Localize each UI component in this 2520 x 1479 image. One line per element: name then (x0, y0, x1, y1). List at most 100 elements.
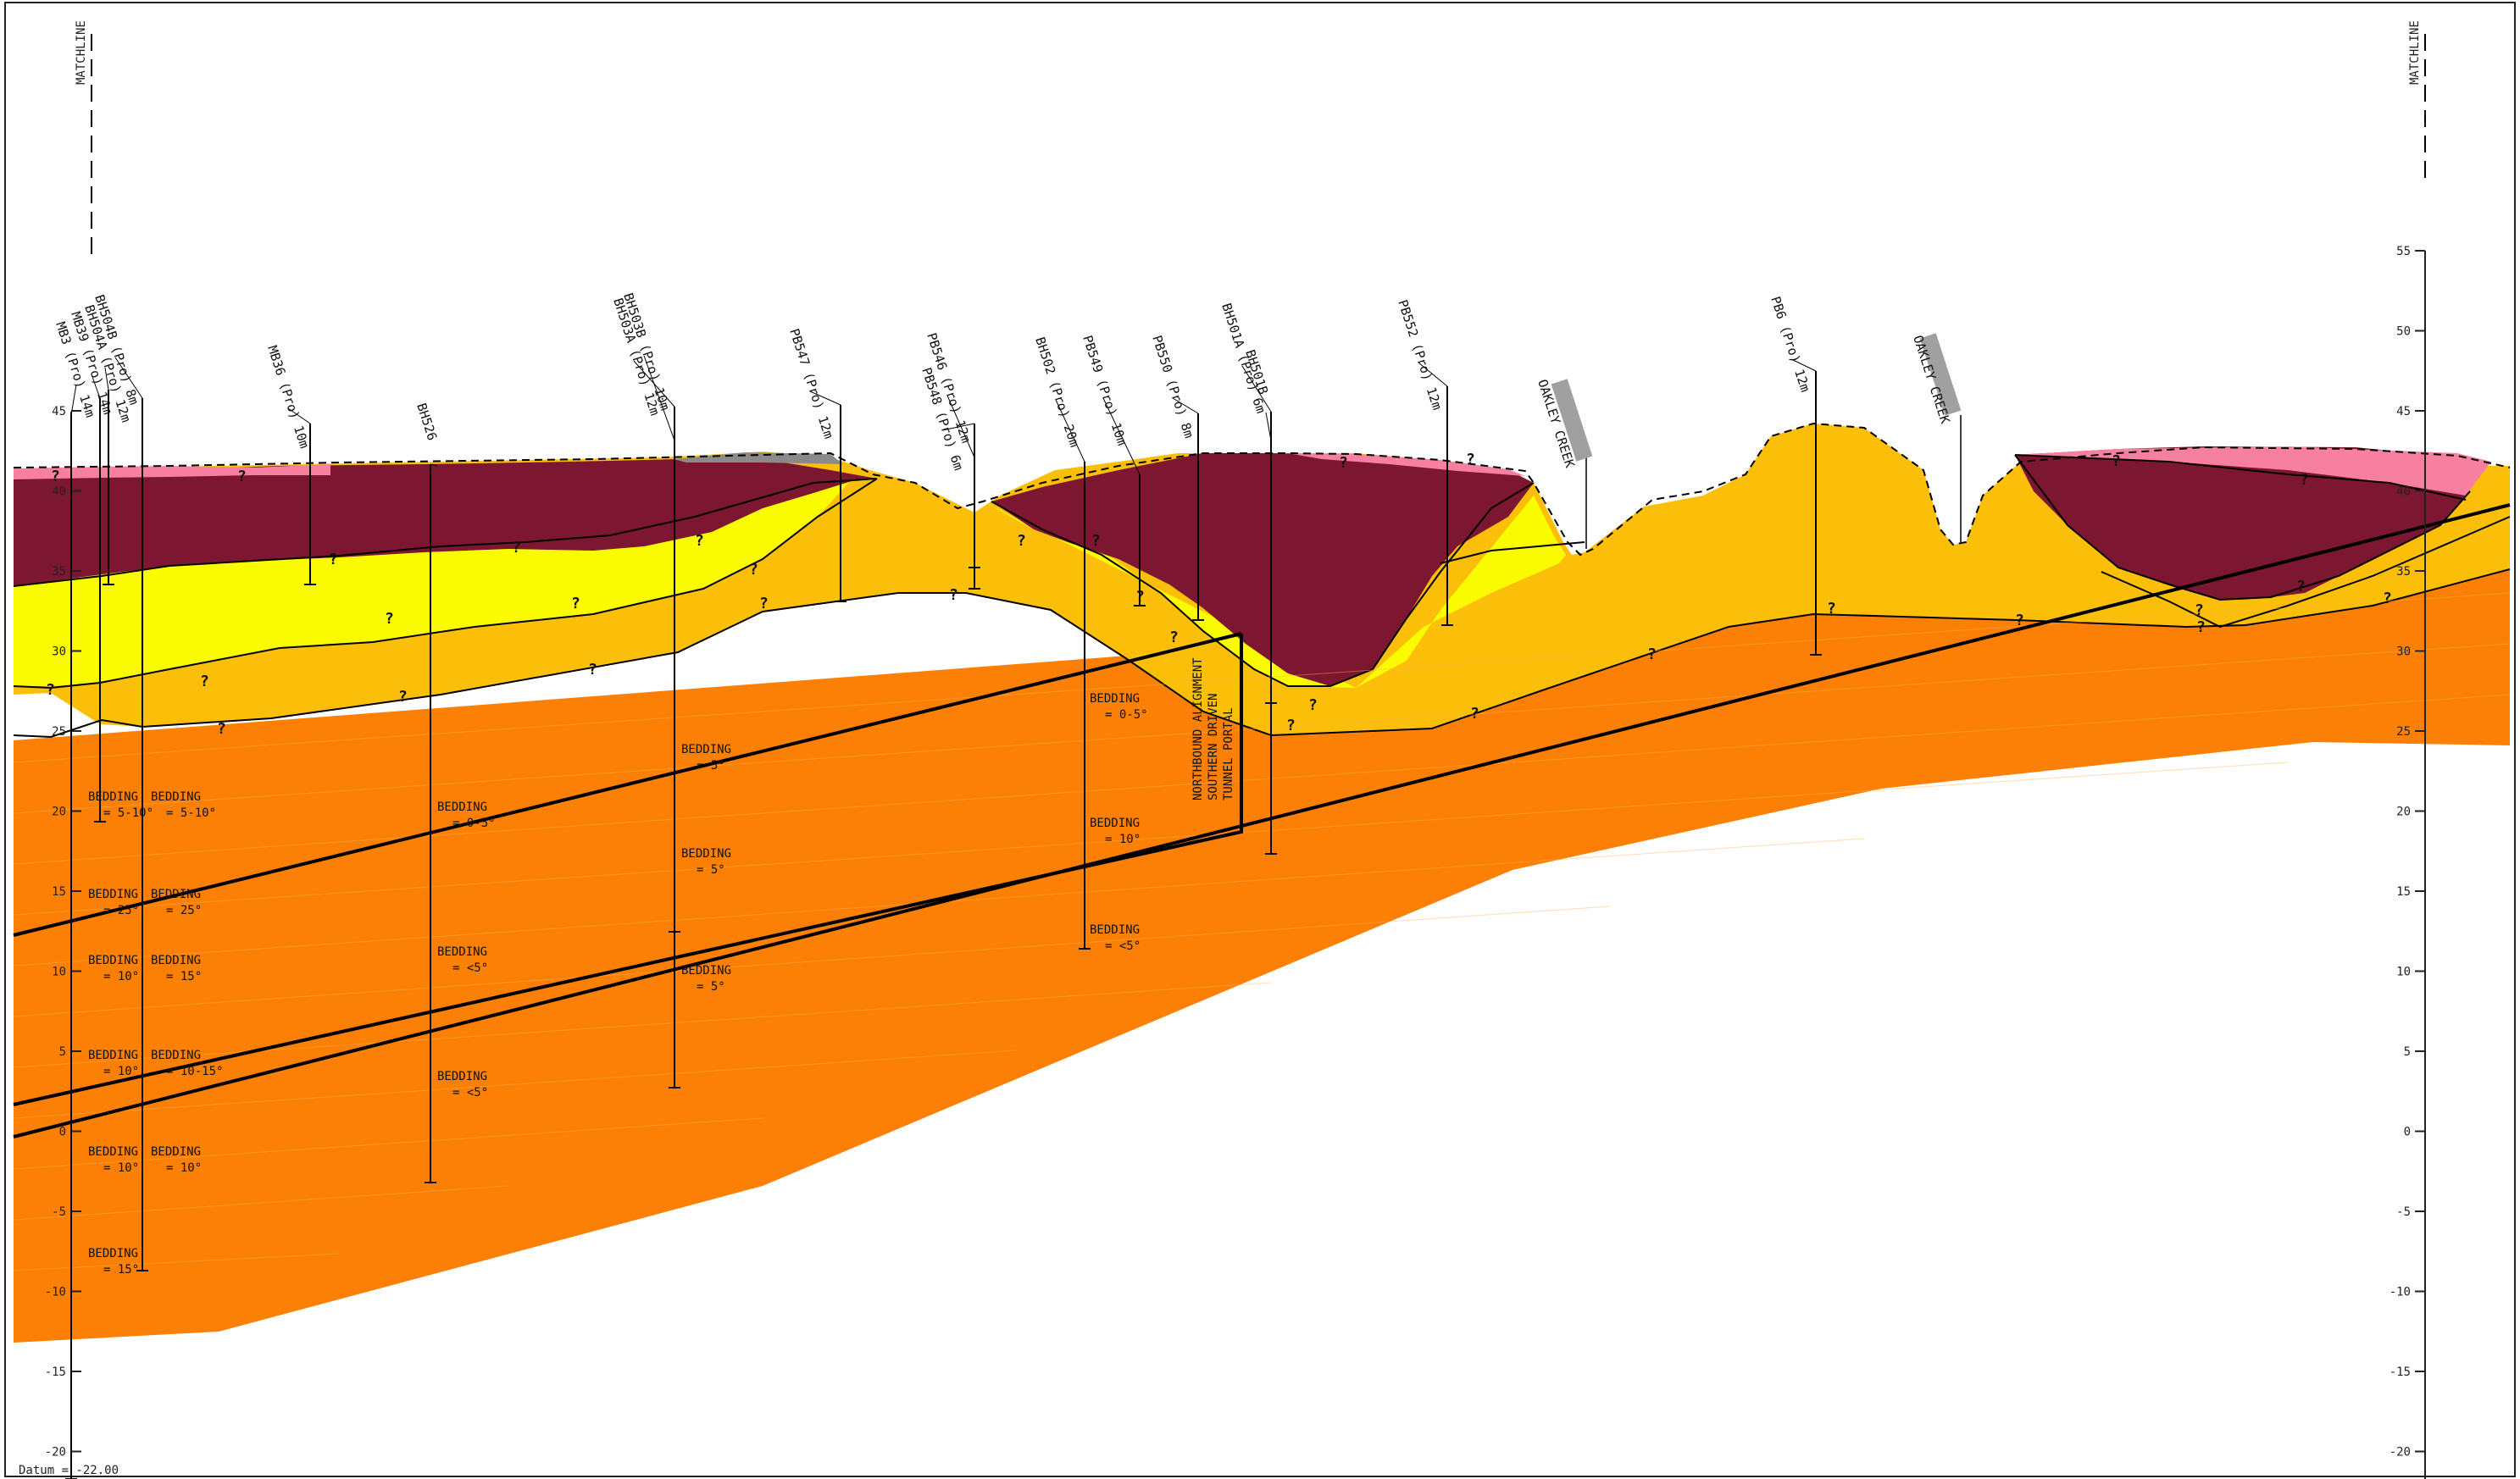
left-tick-label: 45 (52, 405, 66, 418)
bedding-title: BEDDING (88, 888, 138, 901)
bedding-label: BEDDING = 5-10° (151, 790, 216, 820)
bedding-title: BEDDING (1090, 692, 1140, 706)
right-tick-label: 30 (2396, 645, 2411, 659)
right-tick-label: 50 (2396, 325, 2411, 339)
bedding-label: BEDDING = 5° (681, 743, 731, 773)
right-tick-label: -15 (2390, 1365, 2411, 1379)
borehole-label: BH501A (Pro) 6m (1218, 302, 1268, 415)
bedding-label: BEDDING = 5-10° (88, 790, 153, 820)
uncertainty-mark: ? (2195, 601, 2204, 619)
uncertainty-mark: ? (385, 610, 394, 628)
uncertainty-mark: ? (695, 532, 704, 550)
left-tick-label: 25 (52, 725, 66, 739)
fill-pink-mid (1288, 453, 1525, 476)
borehole-label: BH526 (414, 402, 440, 443)
uncertainty-mark: ? (1827, 600, 1836, 618)
uncertainty-mark: ? (1339, 454, 1348, 472)
bedding-title: BEDDING (88, 954, 138, 967)
left-tick-label: 15 (52, 885, 66, 899)
borehole-leader (1102, 397, 1141, 475)
matchline-left-label: MATCHLINE (75, 20, 88, 85)
fill-pink-right (2015, 446, 2491, 496)
bedding-value: = 5° (697, 863, 725, 877)
bedding-value: = 10° (103, 1065, 139, 1078)
uncertainty-mark: ? (512, 539, 521, 557)
bedding-title: BEDDING (88, 1049, 138, 1062)
uncertainty-mark: ? (46, 681, 55, 699)
uncertainty-mark: ? (2300, 471, 2309, 489)
maroon-unit-left (14, 459, 877, 586)
sheet-frame (4, 2, 2516, 1477)
bedding-label: BEDDING = 5° (681, 847, 731, 877)
bedding-title: BEDDING (1090, 923, 1140, 937)
bedding-title: BEDDING (88, 1145, 138, 1159)
bedding-title: BEDDING (681, 847, 731, 861)
bedding-value: = 10° (166, 1161, 202, 1175)
ground-surface (13, 422, 2511, 557)
right-tick-label: 15 (2396, 885, 2411, 899)
borehole-leader (1265, 412, 1272, 441)
bedding-label: BEDDING = 15° (88, 1247, 139, 1277)
borehole-leader (287, 407, 311, 424)
bedding-value: = 10° (103, 1161, 139, 1175)
bedding-label: BEDDING = 0-5° (437, 800, 496, 830)
fill-pink-left (14, 464, 330, 479)
bedding-value: = 5-10° (103, 806, 153, 820)
matchline-right-label: MATCHLINE (2408, 20, 2422, 85)
bedding-value: = <5° (452, 1086, 488, 1100)
uncertainty-mark: ? (329, 551, 338, 568)
borehole-leader (946, 395, 975, 458)
yellow-unit-b (983, 496, 1566, 688)
bedding-title: BEDDING (681, 964, 731, 978)
bedding-value: = 15° (103, 1263, 139, 1277)
borehole-leader (91, 374, 101, 399)
borehole-leader (430, 463, 438, 467)
datum-label: Datum = -22.00 (19, 1464, 119, 1477)
right-tick-label: 55 (2396, 245, 2411, 258)
uncertainty-mark: ? (398, 688, 408, 706)
matchline-left: MATCHLINE (75, 20, 92, 258)
right-tick-label: -10 (2390, 1286, 2411, 1299)
uncertainty-mark: ? (51, 468, 60, 485)
uncertainty-mark: ? (1091, 532, 1101, 550)
bedding-value: = 0-5° (1105, 708, 1148, 722)
left-tick-label: -15 (45, 1365, 66, 1379)
bedding-value: = 25° (103, 904, 139, 917)
uncertainty-mark: ? (749, 561, 758, 579)
borehole-label: PB550 (Pro) 8m (1149, 334, 1196, 440)
bedding-value: = 10° (1105, 833, 1141, 846)
bedding-label: BEDDING = 15° (151, 954, 202, 983)
right-tick-label: 10 (2396, 966, 2411, 979)
borehole-label: PB547 (Pro) 12m (786, 327, 836, 440)
bedding-title: BEDDING (151, 954, 201, 967)
uncertainty-mark: ? (759, 595, 769, 612)
interface-lines (13, 454, 2511, 739)
right-tick-label: -5 (2396, 1205, 2411, 1219)
bedding-labels: BEDDING = 5-10° BEDDING = 5-10° BEDDING = 25°… (88, 692, 1148, 1277)
portal-label-line-2: SOUTHERN DRIVEN (1207, 694, 1220, 800)
bedding-label: BEDDING = 10° (88, 1145, 139, 1175)
bedding-label: BEDDING = <5° (437, 1070, 488, 1100)
bedding-value: = <5° (452, 961, 488, 975)
bedding-value: = 25° (166, 904, 202, 917)
uncertainty-mark: ? (237, 468, 247, 485)
right-tick-label: 20 (2396, 806, 2411, 819)
portal-label: NORTHBOUND ALIGNMENT SOUTHERN DRIVEN TUN… (1191, 657, 1235, 800)
bedding-label: BEDDING = 25° (88, 888, 139, 917)
borehole-leader (1418, 362, 1448, 387)
portal-label-line-1: NORTHBOUND ALIGNMENT (1191, 657, 1205, 800)
borehole-leader (114, 357, 143, 399)
borehole-label: BH502 (Pro) 20m (1032, 335, 1082, 449)
bedding-title: BEDDING (151, 888, 201, 901)
bedding-value: = 5-10° (166, 806, 216, 820)
bedding-value: = 5° (697, 759, 725, 773)
uncertainty-mark: ? (571, 595, 580, 612)
borehole-label: PB549 (Pro) 10m (1080, 334, 1130, 447)
left-axis-ticks: 45 40 35 30 25 20 15 10 5 0 -5 -10 -15 -20 (45, 405, 81, 1460)
bedding-title: BEDDING (151, 790, 201, 804)
bedding-title: BEDDING (437, 945, 487, 959)
borehole-leader (104, 367, 109, 391)
borehole-leader (1172, 397, 1199, 414)
